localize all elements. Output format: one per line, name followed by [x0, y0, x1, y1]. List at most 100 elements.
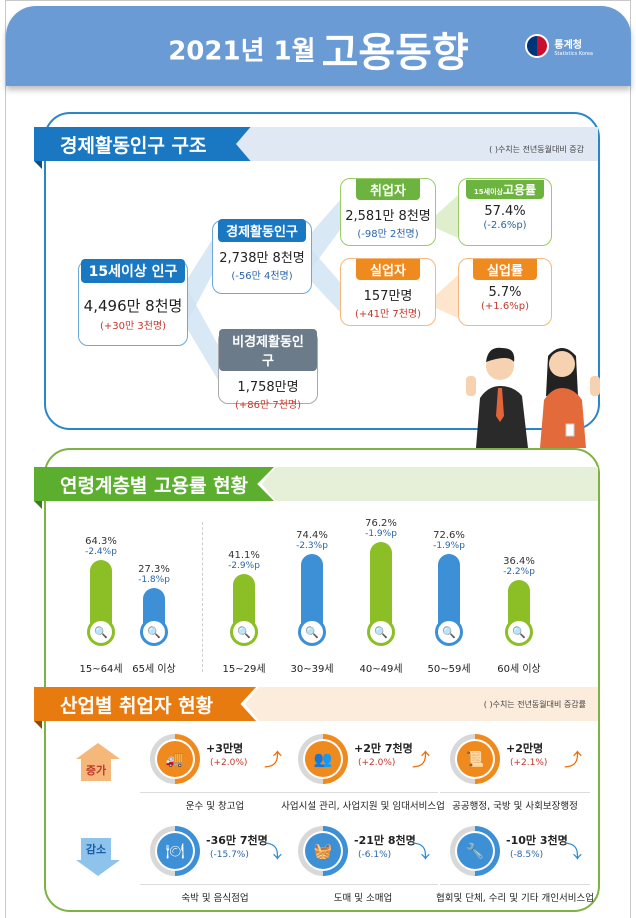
card-unemployment-rate: 실업률 5.7% (+1.6%p) [458, 258, 552, 326]
section1-title: 경제활동인구 구조 [34, 127, 252, 161]
industry-item-decrease: 🍽 -36만 7천명 (-15.7%) ⤵ 숙박 및 음식점업 [140, 826, 300, 906]
structure-connectors [188, 195, 458, 380]
value: 2,738만 8천명 [219, 251, 305, 266]
arrow-down-icon: ⤵ [264, 842, 282, 863]
change: (-98만 2천명) [357, 229, 419, 240]
label: 실업률 [473, 259, 537, 280]
section2-title: 연령계층별 고용률 현황 [34, 467, 274, 501]
industry-name: 숙박 및 음식점업 [181, 893, 249, 904]
industry-name: 사업시설 관리, 사업지원 및 임대서비스업 [281, 801, 445, 812]
bar-value: 41.1% [228, 550, 260, 561]
industry-rate: (-6.1%) [358, 850, 392, 860]
label: 취업자 [356, 179, 420, 200]
document-search-icon: 🔍 [140, 618, 168, 646]
decrease-label: 감소 [81, 838, 111, 860]
document-search-icon: 🔍 [435, 618, 463, 646]
section3-note: ( )수치는 전년동월대비 증감률 [245, 687, 598, 721]
value: 4,496만 8천명 [83, 297, 183, 315]
section3-title: 산업별 취업자 현황 [34, 687, 256, 721]
arrow-up-icon: ⤴ [264, 750, 282, 771]
industry-name: 공공행정, 국방 및 사회보장행정 [452, 801, 578, 812]
taegeuk-icon [525, 34, 550, 58]
bar-label: 40~49세 [359, 664, 403, 675]
change: (-56만 4천명) [231, 271, 293, 282]
industry-value: +2만명 [506, 742, 544, 755]
change: (+86만 7천명) [234, 400, 302, 411]
value: 157만명 [363, 289, 413, 304]
truck-icon: 🚚 [157, 741, 193, 777]
value: 57.4% [484, 204, 526, 219]
bar-label: 50~59세 [427, 664, 471, 675]
bar-change: -2.3%p [296, 541, 328, 551]
label-main: 고용률 [502, 183, 537, 197]
bar-value: 74.4% [296, 530, 328, 541]
industry-rate: (-15.7%) [210, 850, 249, 860]
label: 경제활동인구 [218, 219, 306, 242]
wrench-icon: 🔧 [457, 833, 493, 869]
industry-name: 협회및 단체, 수리 및 기타 개인서비스업 [436, 893, 594, 904]
business-support-icon: 👥 [305, 741, 341, 777]
card-economically-active: 경제활동인구 2,738만 8천명 (-56만 4천명) [212, 219, 312, 294]
industry-item-increase: 🚚 +3만명 (+2.0%) ⤴ 운수 및 창고업 [140, 734, 300, 814]
ribbon-fold [34, 161, 42, 169]
increase-indicator: 증가 [76, 743, 120, 781]
arrow-up-icon: ⤴ [564, 750, 582, 771]
arrow-down-icon: ⤵ [564, 842, 582, 863]
bar-label: 65세 이상 [132, 664, 176, 675]
change: (-2.6%p) [483, 220, 527, 231]
people-illustration [466, 347, 600, 448]
bar-65-plus: 27.3% -1.8%p 🔍 [124, 564, 184, 646]
bar-60-plus: 36.4% -2.2%p 🔍 [489, 556, 549, 646]
change: (+1.6%p) [481, 301, 529, 312]
industry-value: -21만 8천명 [354, 834, 416, 847]
card-population-15plus: 15세이상 인구 4,496만 8천명 (+30만 3천명) [78, 259, 188, 346]
section1-note: ( )수치는 전년동월대비 증감 [236, 127, 598, 161]
page-title: 2021년 1월 고용동향 [6, 20, 631, 78]
industry-name: 운수 및 창고업 [185, 801, 245, 812]
bar-value: 64.3% [85, 536, 117, 547]
industry-value: +2만 7천명 [354, 742, 413, 755]
ribbon-fold [34, 721, 42, 729]
bar-change: -1.9%p [365, 529, 397, 539]
industry-item-decrease: 🧺 -21만 8천명 (-6.1%) ⤵ 도매 및 소매업 [288, 826, 448, 906]
bar-change: -2.9%p [228, 561, 260, 571]
label: 15세이상 인구 [80, 259, 186, 283]
dining-icon: 🍽 [157, 833, 193, 869]
industry-rate: (+2.0%) [358, 758, 396, 768]
industry-name: 도매 및 소매업 [333, 893, 393, 904]
change: (+41만 7천명) [354, 309, 422, 320]
industry-item-increase: 📜 +2만명 (+2.1%) ⤴ 공공행정, 국방 및 사회보장행정 [440, 734, 600, 814]
title-main: 고용동향 [321, 30, 469, 76]
ribbon-fold [34, 501, 42, 509]
document-search-icon: 🔍 [87, 618, 115, 646]
industry-rate: (+2.0%) [210, 758, 248, 768]
value: 2,581만 8천명 [345, 209, 431, 224]
page-frame [5, 0, 631, 918]
bar-15-64: 64.3% -2.4%p 🔍 [71, 536, 131, 646]
card-not-economically-active: 비경제활동인구 1,758만명 (+86만 7천명) [218, 329, 318, 411]
industry-rate: (+2.1%) [510, 758, 548, 768]
label: 실업자 [356, 259, 420, 280]
logo-english: Statistics Korea [554, 50, 593, 57]
industry-item-increase: 👥 +2만 7천명 (+2.0%) ⤴ 사업시설 관리, 사업지원 및 임대서비… [281, 734, 448, 814]
bar-value: 27.3% [138, 564, 170, 575]
down-arrow-icon [76, 860, 120, 876]
title-date: 2021년 1월 [168, 36, 316, 67]
industry-value: -36만 7천명 [206, 834, 268, 847]
industry-rate: (-8.5%) [510, 850, 544, 860]
statistics-korea-logo: 통계청 Statistics Korea [525, 34, 593, 58]
change: (+30만 3천명) [99, 321, 167, 332]
bar-label: 15~29세 [222, 664, 266, 675]
chart-divider [202, 522, 203, 672]
decrease-indicator: 감소 [76, 838, 120, 876]
bar-15-29: 41.1% -2.9%p 🔍 [214, 550, 274, 646]
bar-change: -1.9%p [433, 541, 465, 551]
label: 15세이상고용률 [465, 180, 545, 199]
document-search-icon: 🔍 [505, 618, 533, 646]
industry-item-decrease: 🔧 -10만 3천명 (-8.5%) ⤵ 협회및 단체, 수리 및 기타 개인서… [436, 826, 600, 906]
logo-korean: 통계청 [554, 39, 582, 51]
card-employed: 취업자 2,581만 8천명 (-98만 2천명) [340, 178, 436, 246]
bar-value: 36.4% [503, 556, 535, 567]
scroll-icon: 📜 [457, 741, 493, 777]
bar-value: 76.2% [365, 518, 397, 529]
